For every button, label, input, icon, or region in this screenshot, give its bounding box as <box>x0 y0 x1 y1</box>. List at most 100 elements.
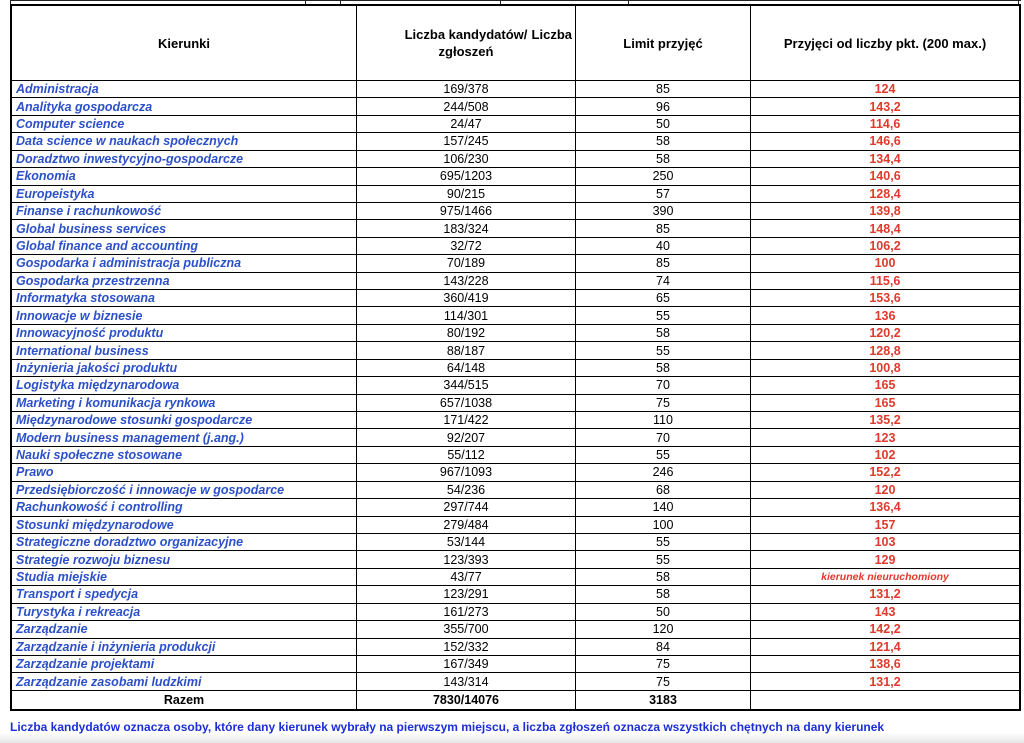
candidates-cell: 279/484 <box>357 516 575 533</box>
limit-cell: 55 <box>576 551 750 568</box>
candidates-cell: 106/230 <box>357 150 575 168</box>
course-name-cell: Doradztwo inwestycyjno-gospodarcze <box>12 150 356 168</box>
limit-cell: 120 <box>576 621 750 638</box>
candidates-cell: 244/508 <box>357 98 575 115</box>
clipped-cell-border <box>1018 1 1019 5</box>
points-cell: 128,8 <box>751 342 1019 359</box>
candidates-cell: 24/47 <box>357 115 575 133</box>
clipped-cell-border <box>10 1 11 5</box>
course-name-cell: Zarządzanie projektami <box>12 655 356 673</box>
candidates-cell: 169/378 <box>357 81 575 98</box>
limit-cell: 58 <box>576 568 750 586</box>
clipped-cell-border <box>500 1 501 5</box>
candidates-cell: 975/1466 <box>357 202 575 220</box>
points-cell: 143 <box>751 603 1019 621</box>
course-name-cell: Prawo <box>12 464 356 481</box>
points-cell: 165 <box>751 394 1019 412</box>
course-name-cell: Przedsiębiorczość i innowacje w gospodar… <box>12 481 356 499</box>
points-cell: 142,2 <box>751 621 1019 638</box>
points-cell: 138,6 <box>751 655 1019 673</box>
candidates-cell: 161/273 <box>357 603 575 621</box>
course-name-cell: Global business services <box>12 220 356 237</box>
header-kierunki: Kierunki <box>12 6 356 80</box>
points-cell: 143,2 <box>751 98 1019 115</box>
course-name-cell: Turystyka i rekreacja <box>12 603 356 621</box>
limit-cell: 55 <box>576 342 750 359</box>
limit-cell: 58 <box>576 133 750 150</box>
clipped-cell-border <box>305 1 306 5</box>
points-cell: 128,4 <box>751 185 1019 202</box>
points-cell: 136,4 <box>751 499 1019 516</box>
course-name-cell: Międzynarodowe stosunki gospodarcze <box>12 412 356 429</box>
points-cell: 157 <box>751 516 1019 533</box>
candidates-cell: 32/72 <box>357 237 575 255</box>
candidates-cell: 43/77 <box>357 568 575 586</box>
course-name-cell: Modern business management (j.ang.) <box>12 429 356 446</box>
course-name-cell: Stosunki międzynarodowe <box>12 516 356 533</box>
candidates-cell: 70/189 <box>357 255 575 272</box>
limit-cell: 75 <box>576 655 750 673</box>
header-liczba-kandydatow-lines: Liczba kandydatów/ zgłoszeń <box>405 26 528 60</box>
limit-cell: 75 <box>576 673 750 690</box>
candidates-cell: 297/744 <box>357 499 575 516</box>
points-cell: 102 <box>751 446 1019 464</box>
candidates-cell: 92/207 <box>357 429 575 446</box>
course-name-cell: Innowacje w biznesie <box>12 307 356 324</box>
candidates-cell: 123/291 <box>357 586 575 603</box>
limit-cell: 55 <box>576 446 750 464</box>
points-cell: 152,2 <box>751 464 1019 481</box>
candidates-cell: 90/215 <box>357 185 575 202</box>
limit-cell: 390 <box>576 202 750 220</box>
limit-cell: 96 <box>576 98 750 115</box>
summary-label-cell: Razem <box>12 690 356 709</box>
points-cell: 120,2 <box>751 324 1019 342</box>
points-cell: 100,8 <box>751 359 1019 377</box>
candidates-cell: 152/332 <box>357 638 575 655</box>
limit-cell: 40 <box>576 237 750 255</box>
points-cell: 114,6 <box>751 115 1019 133</box>
candidates-cell: 171/422 <box>357 412 575 429</box>
limit-cell: 250 <box>576 168 750 185</box>
candidates-cell: 157/245 <box>357 133 575 150</box>
course-name-cell: Zarządzanie zasobami ludzkimi <box>12 673 356 690</box>
header-liczba-kandydatow-line1: Liczba kandydatów/ <box>404 27 528 42</box>
candidates-cell: 360/419 <box>357 290 575 307</box>
points-cell: 100 <box>751 255 1019 272</box>
candidates-cell: 967/1093 <box>357 464 575 481</box>
course-name-cell: Analityka gospodarcza <box>12 98 356 115</box>
limit-cell: 140 <box>576 499 750 516</box>
course-name-cell: Transport i spedycja <box>12 586 356 603</box>
points-cell: 121,4 <box>751 638 1019 655</box>
limit-cell: 58 <box>576 359 750 377</box>
clipped-cell-border <box>340 1 341 5</box>
course-name-cell: Logistyka międzynarodowa <box>12 377 356 394</box>
limit-cell: 55 <box>576 533 750 551</box>
course-name-cell: Gospodarka przestrzenna <box>12 272 356 290</box>
points-cell: 129 <box>751 551 1019 568</box>
candidates-cell: 88/187 <box>357 342 575 359</box>
limit-cell: 246 <box>576 464 750 481</box>
limit-cell: 57 <box>576 185 750 202</box>
limit-cell: 85 <box>576 220 750 237</box>
points-cell: 134,4 <box>751 150 1019 168</box>
limit-cell: 74 <box>576 272 750 290</box>
header-liczba-kandydatow-line2: zgłoszeń <box>438 44 494 59</box>
limit-cell: 68 <box>576 481 750 499</box>
candidates-cell: 657/1038 <box>357 394 575 412</box>
points-cell: kierunek nieuruchomiony <box>751 568 1019 586</box>
header-liczba-overflow-word: Liczba <box>531 27 572 42</box>
footnote: Liczba kandydatów oznacza osoby, które d… <box>10 720 885 734</box>
points-cell: 165 <box>751 377 1019 394</box>
header-limit-przyjec: Limit przyjęć <box>576 6 750 80</box>
candidates-cell: 80/192 <box>357 324 575 342</box>
course-name-cell: Zarządzanie <box>12 621 356 638</box>
course-name-cell: International business <box>12 342 356 359</box>
limit-cell: 75 <box>576 394 750 412</box>
course-name-cell: Ekonomia <box>12 168 356 185</box>
limit-cell: 110 <box>576 412 750 429</box>
course-name-cell: Europeistyka <box>12 185 356 202</box>
limit-cell: 65 <box>576 290 750 307</box>
candidates-cell: 123/393 <box>357 551 575 568</box>
points-cell: 106,2 <box>751 237 1019 255</box>
candidates-cell: 355/700 <box>357 621 575 638</box>
